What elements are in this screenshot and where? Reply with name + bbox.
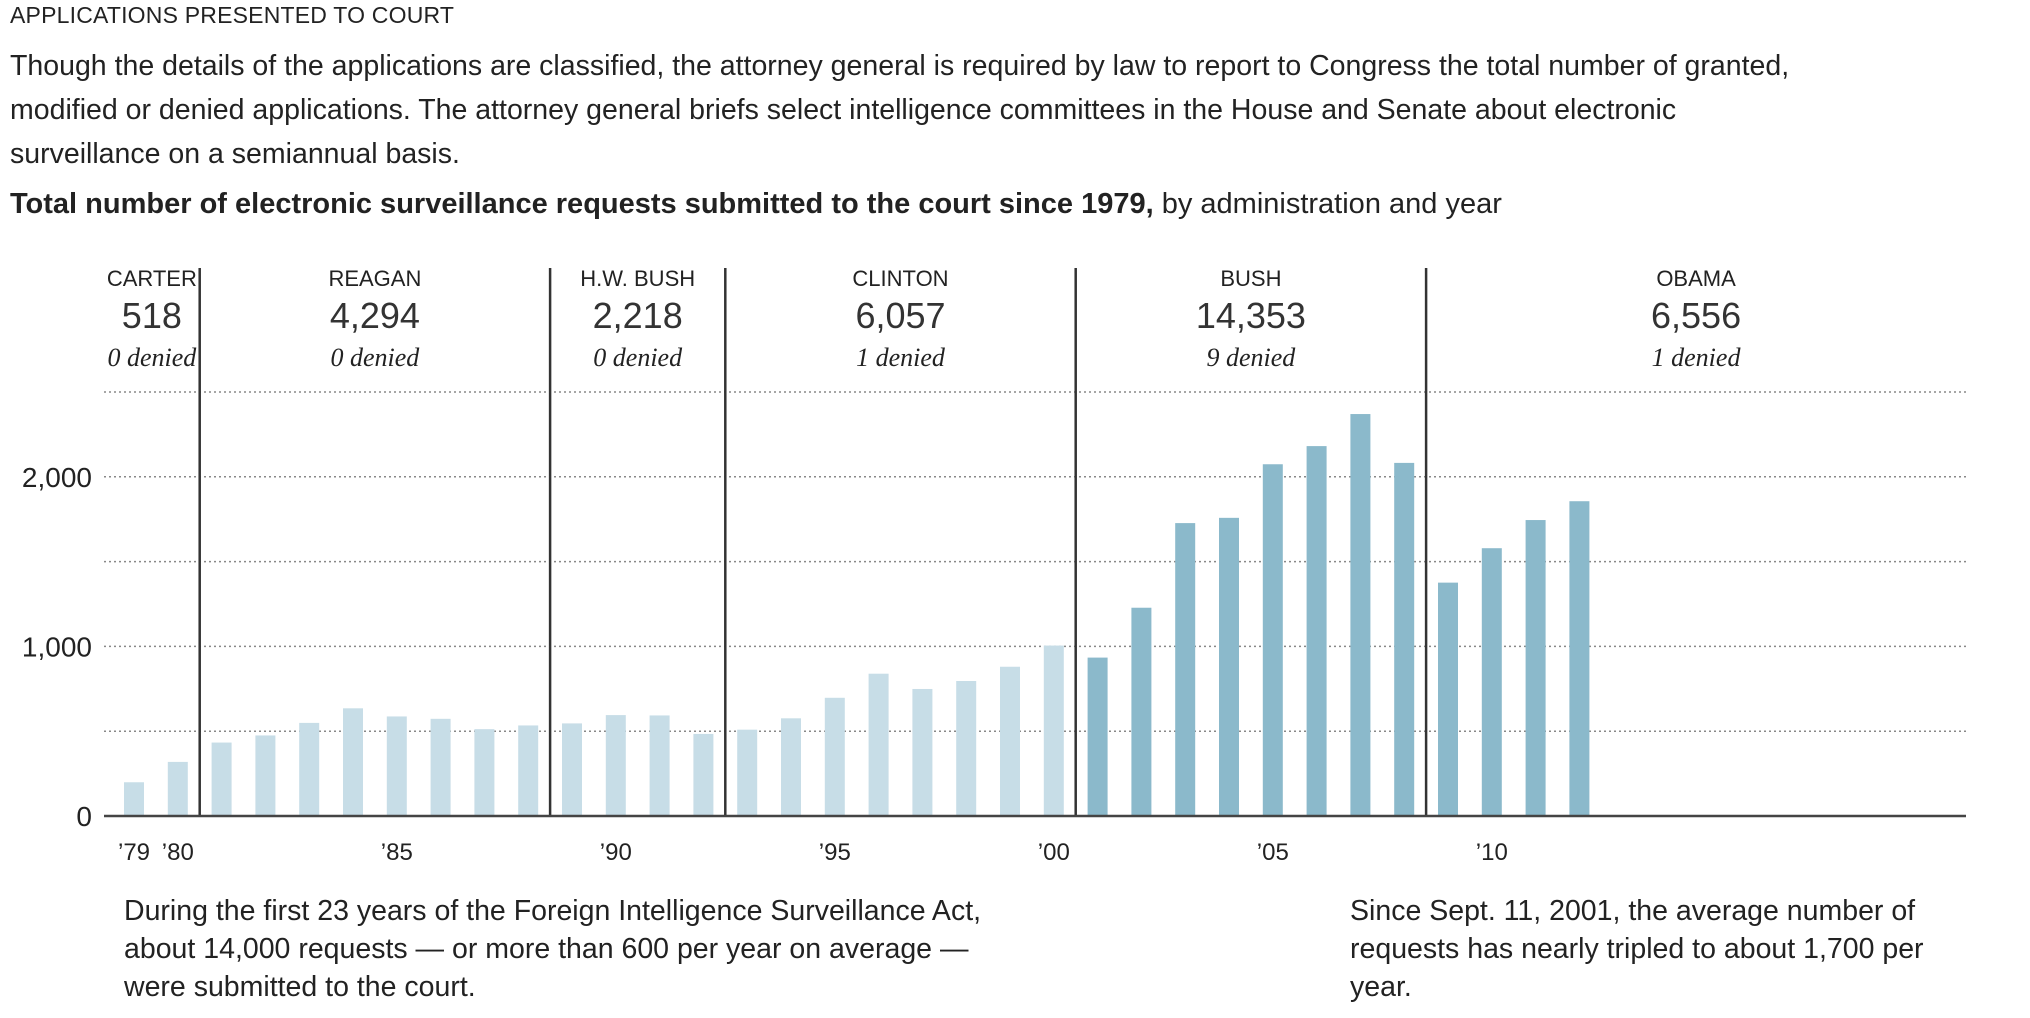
bar-2006 — [1306, 446, 1327, 816]
administration-headers: CARTER 518 0 denied REAGAN 4,294 0 denied H.W.… — [107, 266, 1742, 372]
x-tick-label: ’79 — [118, 839, 150, 866]
annotation-left: During the first 23 years of the Foreign… — [124, 895, 982, 1003]
admin-name-h-w-bush: H.W. BUSH — [580, 266, 695, 291]
y-tick-label: 0 — [76, 801, 92, 832]
bar-2005 — [1262, 464, 1283, 816]
chart-headline-rest: by administration and year — [1153, 188, 1502, 220]
admin-total-h-w-bush: 2,218 — [593, 295, 683, 336]
bar-1998 — [956, 680, 977, 816]
administration-dividers — [198, 268, 1428, 816]
y-tick-labels: 0 1,000 2,000 — [22, 462, 92, 832]
x-tick-label: ’10 — [1476, 839, 1508, 866]
bar-1999 — [1000, 666, 1020, 816]
bar-1981 — [211, 742, 232, 816]
admin-denied-carter: 0 denied — [107, 343, 197, 372]
chart-headline-bold: Total number of electronic surveillance … — [10, 188, 1154, 220]
bar-2000 — [1043, 645, 1064, 816]
bar-1987 — [474, 729, 495, 816]
bar-2009 — [1438, 582, 1458, 816]
admin-denied-bush: 9 denied — [1206, 343, 1296, 372]
bar-1988 — [518, 725, 539, 816]
bar-1983 — [299, 722, 320, 816]
admin-total-obama: 6,556 — [1651, 295, 1741, 336]
gridlines — [104, 391, 1966, 732]
annotation-right: Since Sept. 11, 2001, the average number… — [1350, 895, 1924, 1003]
bar-1992 — [693, 733, 714, 816]
bar-1989 — [562, 723, 582, 816]
bar-1996 — [868, 673, 889, 816]
x-tick-label: ’95 — [819, 839, 851, 866]
admin-name-bush: BUSH — [1220, 266, 1281, 291]
bar-1990 — [605, 715, 626, 816]
bar-1997 — [912, 688, 933, 816]
admin-name-obama: OBAMA — [1656, 266, 1736, 291]
bar-2010 — [1481, 548, 1502, 816]
bar-1979 — [124, 782, 144, 816]
admin-total-reagan: 4,294 — [330, 295, 420, 336]
y-tick-label: 2,000 — [22, 462, 92, 493]
bar-2012 — [1569, 501, 1590, 816]
bar-1980 — [167, 761, 188, 816]
x-tick-labels: ’79 ’80 ’85 ’90 ’95 ’00 ’05 ’10 — [118, 839, 1508, 866]
admin-total-clinton: 6,057 — [855, 295, 945, 336]
bar-1982 — [255, 735, 276, 816]
bar-2003 — [1175, 523, 1196, 816]
bar-2004 — [1219, 517, 1239, 816]
bars — [124, 414, 1590, 816]
bar-1984 — [343, 708, 363, 816]
y-tick-label: 1,000 — [22, 631, 92, 662]
admin-name-clinton: CLINTON — [852, 266, 948, 291]
x-tick-label: ’00 — [1038, 839, 1070, 866]
bar-2001 — [1087, 657, 1108, 816]
x-tick-label: ’05 — [1257, 839, 1289, 866]
surveillance-requests-chart: 0 1,000 2,000 ’79 ’80 ’85 ’90 ’95 ’00 ’05 ’10 CAR… — [22, 266, 1966, 866]
bar-1995 — [824, 697, 845, 816]
kicker: APPLICATIONS PRESENTED TO COURT — [10, 2, 455, 28]
chart-headline: Total number of electronic surveillance … — [10, 188, 1502, 221]
admin-name-reagan: REAGAN — [328, 266, 421, 291]
bar-2008 — [1394, 462, 1415, 816]
bar-1991 — [649, 715, 670, 816]
intro-paragraph: Though the details of the applications a… — [10, 50, 1790, 170]
bar-2011 — [1525, 520, 1546, 816]
admin-denied-clinton: 1 denied — [856, 343, 946, 372]
x-tick-label: ’80 — [162, 839, 194, 866]
admin-total-bush: 14,353 — [1196, 295, 1306, 336]
bar-1994 — [781, 718, 801, 816]
bar-1986 — [430, 718, 451, 816]
admin-name-carter: CARTER — [107, 266, 197, 291]
bar-1985 — [386, 716, 407, 816]
bar-2002 — [1131, 607, 1152, 816]
x-tick-label: ’90 — [600, 839, 632, 866]
x-tick-label: ’85 — [381, 839, 413, 866]
admin-denied-h-w-bush: 0 denied — [593, 343, 683, 372]
bar-1993 — [737, 729, 758, 816]
admin-total-carter: 518 — [122, 295, 182, 336]
admin-denied-reagan: 0 denied — [330, 343, 420, 372]
admin-denied-obama: 1 denied — [1652, 343, 1742, 372]
bar-2007 — [1350, 414, 1371, 816]
